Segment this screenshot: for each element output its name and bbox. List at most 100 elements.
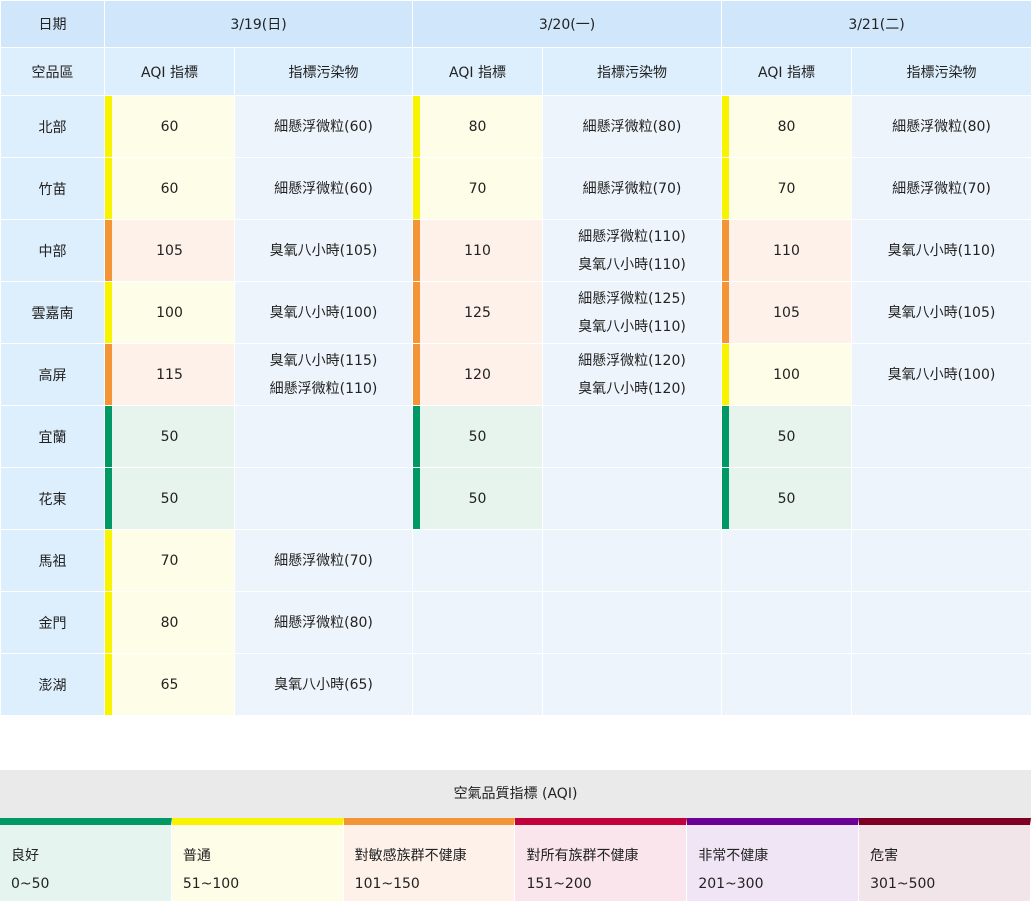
- aqi-value: 80: [160, 614, 179, 631]
- aqi-value-cell: 100: [104, 281, 235, 344]
- legend-level-range: 51~100: [182, 876, 240, 892]
- forecast-body: 北部 60 細懸浮微粒(60) 80 細懸浮微粒(80) 80 細懸浮微粒(80) 竹苗 60 細…: [0, 95, 1031, 716]
- date-heading: 3/21(二): [721, 0, 1031, 48]
- aqi-level-bar: [105, 220, 112, 281]
- aqi-value-cell: 60: [104, 95, 235, 158]
- pollutant-cell: 細懸浮微粒(60): [234, 95, 413, 158]
- aqi-level-bar: [105, 158, 112, 219]
- pollutant-text: 臭氧八小時(105): [269, 242, 378, 259]
- aqi-value-cell: 60: [104, 157, 235, 220]
- aqi-value-cell: 50: [412, 467, 543, 530]
- aqi-value-cell: 80: [721, 95, 852, 158]
- pollutant-cell: [234, 467, 413, 530]
- aqi-value-cell: 80: [412, 95, 543, 158]
- aqi-level-bar: [413, 158, 420, 219]
- pollutant-cell: 細懸浮微粒(60): [234, 157, 413, 220]
- pollutant-text: 細懸浮微粒(70): [274, 552, 373, 569]
- pollutant-cell: 細懸浮微粒(80): [851, 95, 1031, 158]
- aqi-value-cell: 50: [412, 405, 543, 468]
- aqi-value: 80: [468, 118, 487, 135]
- pollutant-text: 細懸浮微粒(80): [274, 614, 373, 631]
- aqi-level-bar: [413, 220, 420, 281]
- legend-level-range: 101~150: [354, 876, 420, 892]
- legend-item: 危害 301~500: [859, 818, 1031, 901]
- aqi-value-cell: 70: [721, 157, 852, 220]
- legend-item: 對敏感族群不健康 101~150: [343, 818, 516, 901]
- region-name: 花東: [0, 467, 105, 530]
- region-name: 雲嘉南: [0, 281, 105, 344]
- pollutant-text: 細懸浮微粒(80): [892, 118, 991, 135]
- empty-cell: [412, 653, 543, 716]
- pollutant-text: 臭氧八小時(120): [578, 380, 686, 397]
- legend-items: 良好 0~50 普通 51~100 對敏感族群不健康 101~150 對所有族群不健康 151…: [0, 818, 1031, 901]
- region-name: 澎湖: [0, 653, 105, 716]
- aqi-value-cell: 50: [721, 405, 852, 468]
- pollutant-column-header: 指標污染物: [542, 47, 722, 96]
- legend-level-range: 0~50: [11, 876, 50, 892]
- legend-item: 普通 51~100: [171, 818, 344, 901]
- region-name: 馬祖: [0, 529, 105, 592]
- aqi-level-bar: [105, 592, 112, 653]
- region-name: 中部: [0, 219, 105, 282]
- aqi-level-bar: [722, 96, 729, 157]
- aqi-value: 80: [777, 118, 796, 135]
- aqi-value-cell: 100: [721, 343, 852, 406]
- aqi-level-bar: [722, 282, 729, 343]
- legend-level-name: 非常不健康: [698, 848, 769, 864]
- region-column-header: 空品區: [0, 47, 105, 96]
- aqi-column-header: AQI 指標: [104, 47, 235, 96]
- pollutant-cell: [542, 405, 722, 468]
- table-row: 宜蘭 50 50 50: [0, 405, 1031, 468]
- pollutant-text: 細懸浮微粒(110): [269, 380, 378, 397]
- table-row: 澎湖 65 臭氧八小時(65): [0, 653, 1031, 716]
- table-row: 高屏 115 臭氧八小時(115) 細懸浮微粒(110) 120 細懸浮微粒(120) 臭氧…: [0, 343, 1031, 406]
- table-row: 金門 80 細懸浮微粒(80): [0, 591, 1031, 654]
- date-heading: 3/19(日): [104, 0, 413, 48]
- aqi-value: 50: [777, 428, 796, 445]
- aqi-level-bar: [722, 220, 729, 281]
- aqi-value-cell: 65: [104, 653, 235, 716]
- aqi-level-bar: [413, 406, 420, 467]
- aqi-value: 105: [773, 304, 800, 321]
- aqi-column-header: AQI 指標: [721, 47, 852, 96]
- pollutant-text: 細懸浮微粒(125): [578, 290, 686, 307]
- date-label: 日期: [0, 0, 105, 48]
- empty-cell: [721, 591, 852, 654]
- pollutant-cell: 臭氧八小時(105): [234, 219, 413, 282]
- aqi-value-cell: 110: [412, 219, 543, 282]
- date-heading: 3/20(一): [412, 0, 722, 48]
- aqi-level-bar: [105, 282, 112, 343]
- aqi-legend: 空氣品質指標 (AQI) 良好 0~50 普通 51~100 對敏感族群不健康 101~1…: [0, 770, 1031, 901]
- pollutant-cell: 臭氧八小時(115) 細懸浮微粒(110): [234, 343, 413, 406]
- pollutant-column-header: 指標污染物: [234, 47, 413, 96]
- pollutant-text: 細懸浮微粒(110): [578, 228, 686, 245]
- pollutant-text: 臭氧八小時(110): [578, 318, 686, 335]
- legend-level-range: 201~300: [698, 876, 764, 892]
- aqi-value: 50: [160, 428, 179, 445]
- pollutant-cell: 細懸浮微粒(125) 臭氧八小時(110): [542, 281, 722, 344]
- pollutant-cell: 細懸浮微粒(110) 臭氧八小時(110): [542, 219, 722, 282]
- aqi-level-bar: [413, 282, 420, 343]
- pollutant-cell: 臭氧八小時(110): [851, 219, 1031, 282]
- empty-cell: [721, 529, 852, 592]
- pollutant-text: 臭氧八小時(115): [269, 352, 378, 369]
- pollutant-text: 細懸浮微粒(70): [892, 180, 991, 197]
- pollutant-cell: [851, 405, 1031, 468]
- aqi-value-cell: 50: [721, 467, 852, 530]
- aqi-value: 70: [777, 180, 796, 197]
- aqi-level-bar: [105, 530, 112, 591]
- aqi-level-bar: [413, 468, 420, 529]
- aqi-value: 120: [464, 366, 491, 383]
- pollutant-column-header: 指標污染物: [851, 47, 1031, 96]
- aqi-level-bar: [413, 344, 420, 405]
- aqi-value-cell: 120: [412, 343, 543, 406]
- aqi-level-bar: [722, 344, 729, 405]
- pollutant-cell: 臭氧八小時(100): [234, 281, 413, 344]
- aqi-value-cell: 115: [104, 343, 235, 406]
- pollutant-text: 細懸浮微粒(60): [274, 118, 373, 135]
- legend-item: 非常不健康 201~300: [687, 818, 860, 901]
- aqi-forecast-table: 日期 3/19(日) 3/20(一) 3/21(二) 空品區 AQI 指標 指標…: [0, 0, 1031, 716]
- aqi-value: 105: [156, 242, 183, 259]
- table-row: 雲嘉南 100 臭氧八小時(100) 125 細懸浮微粒(125) 臭氧八小時(110) 1…: [0, 281, 1031, 344]
- pollutant-text: 臭氧八小時(105): [887, 304, 996, 321]
